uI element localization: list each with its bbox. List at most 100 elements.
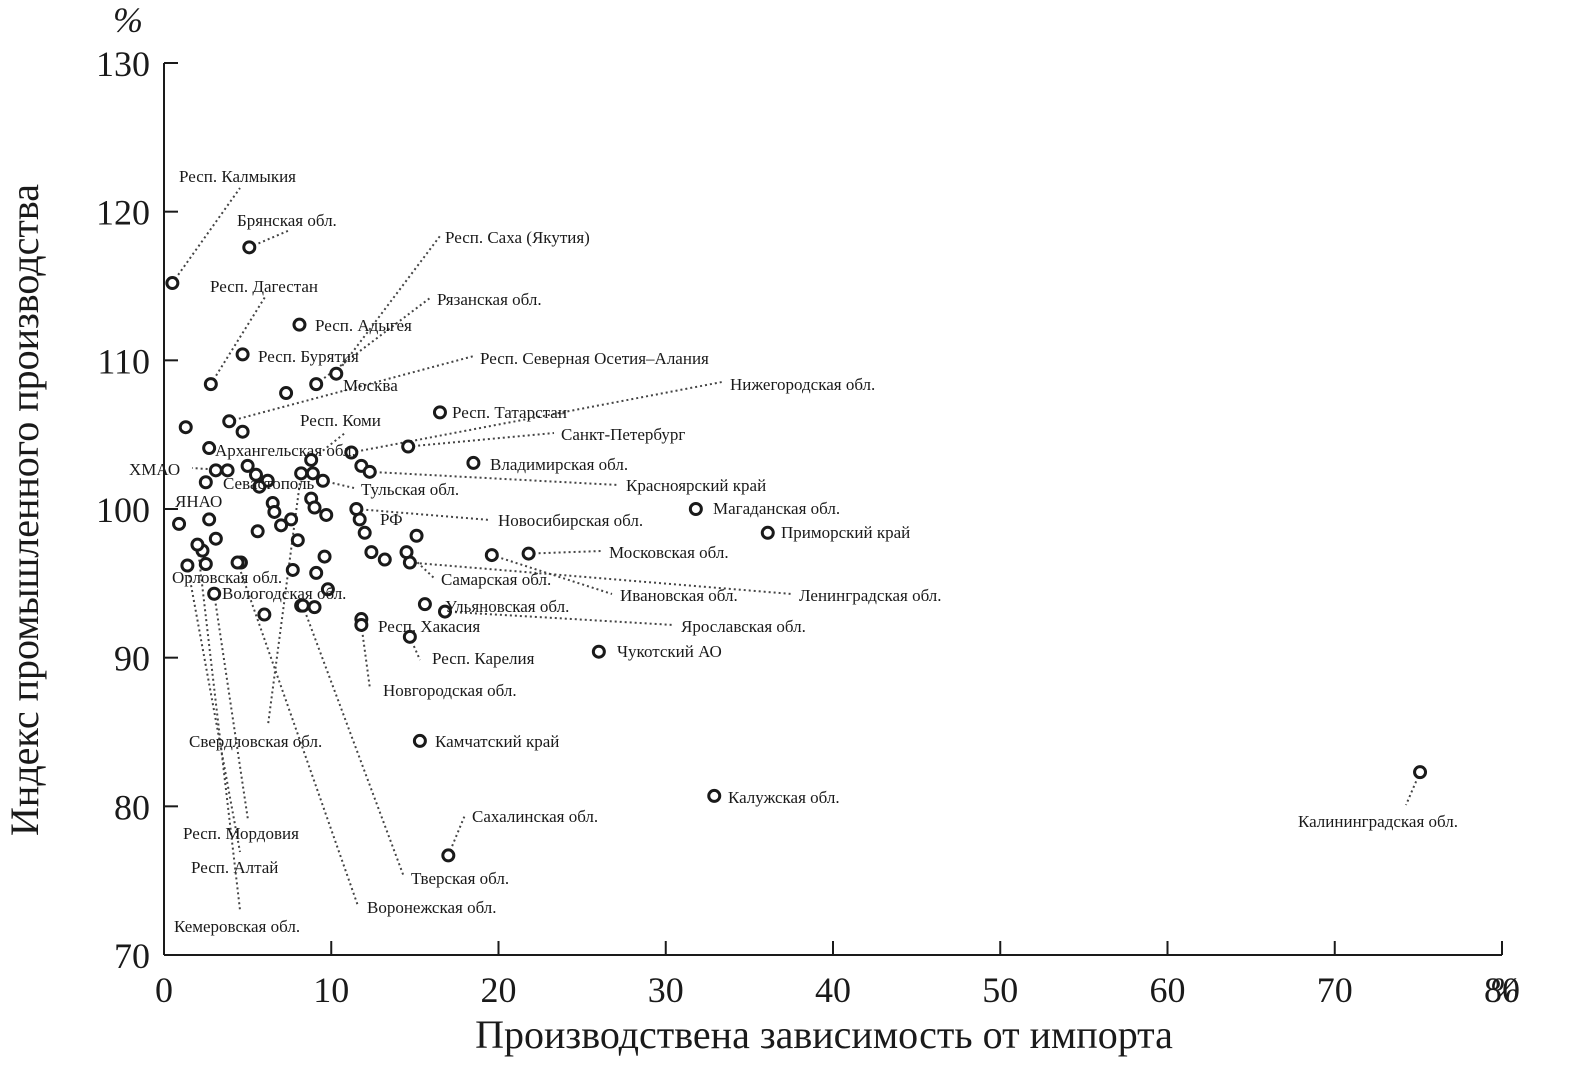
leader-line (171, 187, 241, 284)
label-ивановская-обл: Ивановская обл. (620, 586, 738, 605)
point-респ-алтай (180, 558, 195, 573)
data-point (235, 424, 250, 439)
x-tick-label: 40 (815, 970, 851, 1010)
label-респ-мордовия: Респ. Мордовия (183, 824, 299, 843)
data-point (285, 562, 300, 577)
point-тверская-обл (295, 598, 310, 613)
label-орловская-обл: Орловская обл. (172, 568, 282, 587)
data-point (240, 458, 255, 473)
point-архангельская-обл (202, 441, 217, 456)
leader-line (408, 432, 555, 448)
point-чукотский-ао (591, 644, 606, 659)
x-tick-label: 50 (982, 970, 1018, 1010)
point-респ-коми (304, 452, 319, 467)
point-рязанская-обл (309, 377, 324, 392)
y-axis-title: Индекс промышленного производства (2, 184, 47, 836)
y-tick-label: 100 (96, 490, 150, 530)
point-респ-калмыкия (165, 276, 180, 291)
data-point (274, 518, 289, 533)
x-tick-label: 60 (1150, 970, 1186, 1010)
x-axis-title: Производствена зависимость от импорта (475, 1012, 1173, 1057)
leader-line (408, 636, 421, 661)
data-point (317, 549, 332, 564)
point-хмао (220, 463, 235, 478)
y-tick-label: 120 (96, 193, 150, 233)
point-респ-мордовия (207, 586, 222, 601)
leader-line (236, 562, 359, 907)
point-респ-татарстан (432, 405, 447, 420)
y-tick-label: 80 (114, 787, 150, 827)
leader-line (360, 624, 371, 690)
label-новосибирская-обл: Новосибирская обл. (498, 511, 643, 530)
leader-line (528, 550, 603, 555)
data-point (364, 545, 379, 560)
data-point (357, 525, 372, 540)
label-респ-коми: Респ. Коми (300, 411, 381, 430)
label-респ-карелия: Респ. Карелия (432, 649, 535, 668)
point-респ-саха-якутия (329, 366, 344, 381)
point-респ-дагестан (203, 377, 218, 392)
label-респ-дагестан: Респ. Дагестан (210, 277, 318, 296)
x-tick-label: 70 (1317, 970, 1353, 1010)
point-labels: Респ. Калмыкия Брянская обл. Респ. Саха (Я… (129, 167, 1458, 936)
leader-line (196, 544, 241, 911)
data-point (307, 500, 322, 515)
point-респ-бурятия (235, 347, 250, 362)
label-респ-алтай: Респ. Алтай (191, 858, 278, 877)
label-респ-калмыкия: Респ. Калмыкия (179, 167, 296, 186)
point-калужская-обл (707, 788, 722, 803)
point-сахалинская-обл (441, 848, 456, 863)
label-респ-бурятия: Респ. Бурятия (258, 347, 359, 366)
y-unit-label: % (113, 0, 143, 40)
data-point (284, 512, 299, 527)
point-респ-адыгея (292, 317, 307, 332)
label-респ-адыгея: Респ. Адыгея (315, 316, 412, 335)
label-респ-татарстан: Респ. Татарстан (452, 403, 567, 422)
leader-line (267, 473, 303, 726)
label-янао: ЯНАО (175, 492, 222, 511)
label-архангельская-обл: Архангельская обл. (215, 441, 356, 460)
point-вологодская-обл (320, 582, 335, 597)
label-хмао: ХМАО (129, 460, 180, 479)
label-респ-саха-якутия: Респ. Саха (Якутия) (445, 228, 590, 247)
leader-line (491, 554, 613, 595)
data-point (290, 533, 305, 548)
label-респ-северная-осетия-алания: Респ. Северная Осетия–Алания (480, 349, 709, 368)
x-tick-label: 30 (648, 970, 684, 1010)
label-красноярский-край: Красноярский край (626, 476, 766, 495)
data-point (178, 420, 193, 435)
label-тульская-обл: Тульская обл. (361, 480, 459, 499)
point-кемеровская-обл (190, 537, 205, 552)
leader-line (228, 355, 475, 423)
label-кемеровская-обл: Кемеровская обл. (174, 917, 300, 936)
point-ярославская-обл (437, 604, 452, 619)
point-москва (279, 386, 294, 401)
leader-line (369, 470, 619, 486)
point-янао (172, 516, 187, 531)
point-санкт-петербург (401, 439, 416, 454)
label-калининградская-обл: Калининградская обл. (1298, 812, 1458, 831)
x-tick-label: 10 (313, 970, 349, 1010)
y-tick-label: 130 (96, 44, 150, 84)
data-point (252, 479, 267, 494)
data-point (309, 565, 324, 580)
point-ивановская-обл (484, 548, 499, 563)
leader-line (248, 229, 291, 249)
data-point (307, 600, 322, 615)
label-воронежская-обл: Воронежская обл. (367, 898, 497, 917)
label-ярославская-обл: Ярославская обл. (681, 617, 806, 636)
label-ульяновская-обл: Ульяновская обл. (445, 597, 569, 616)
axes: 0 10 20 30 40 50 60 70 80 70 80 90 100 110 120 130%% Про… (2, 0, 1520, 1057)
point-владимирская-обл (466, 455, 481, 470)
leader-line (186, 565, 241, 853)
label-сахалинская-обл: Сахалинская обл. (472, 807, 598, 826)
x-tick-label: 80 (1484, 970, 1520, 1010)
leader-line (209, 296, 266, 385)
data-point (208, 463, 223, 478)
label-чукотский-ао: Чукотский АО (617, 642, 722, 661)
point-магаданская-обл (688, 502, 703, 516)
point-приморский-край (760, 525, 775, 540)
leader-lines (171, 187, 1421, 911)
label-камчатский-край: Камчатский край (435, 732, 559, 751)
